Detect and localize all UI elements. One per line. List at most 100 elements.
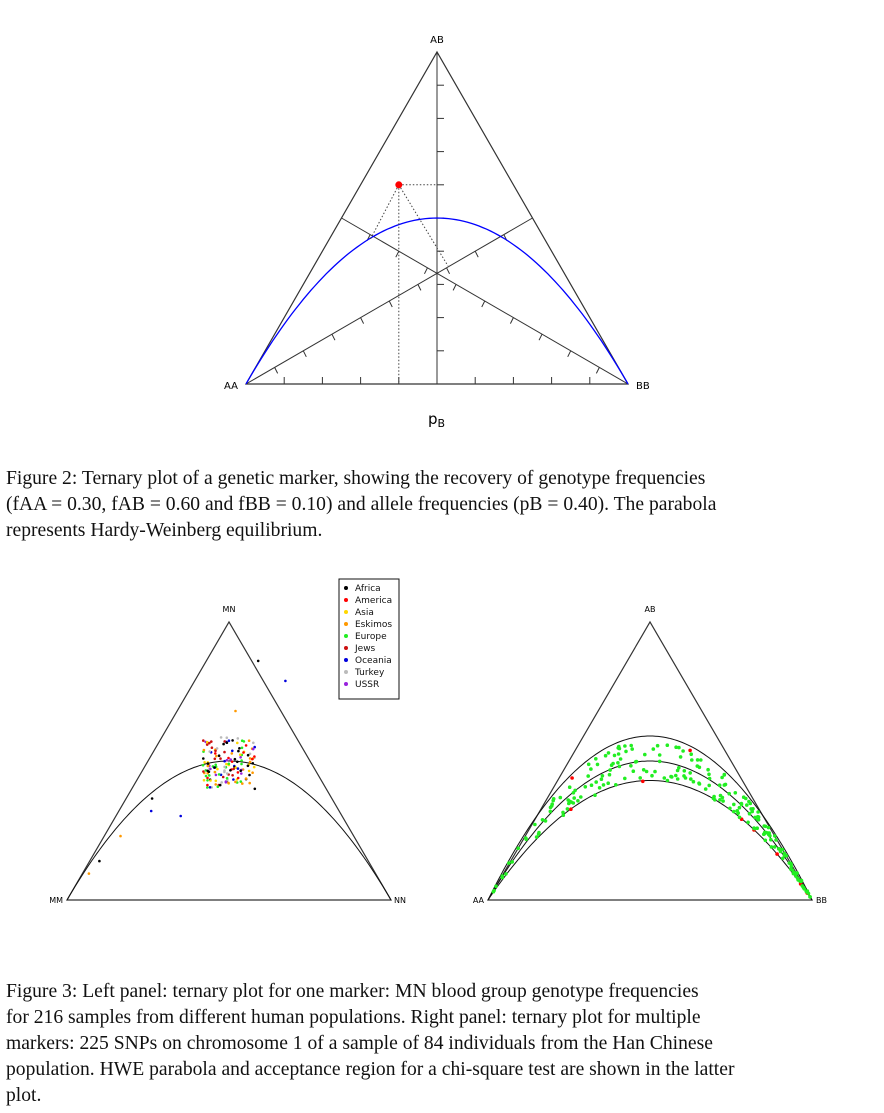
snp-point (728, 806, 732, 811)
snp-point (570, 776, 574, 780)
snp-point (697, 781, 701, 785)
population-point (213, 770, 217, 774)
population-point (241, 782, 244, 785)
snp-point (586, 762, 591, 767)
population-point (231, 774, 234, 777)
population-point (219, 757, 222, 760)
median-tick (360, 317, 365, 324)
population-point (223, 769, 226, 772)
population-point (208, 750, 211, 753)
snp-point (638, 776, 642, 780)
snp-point (747, 811, 752, 816)
population-point (251, 757, 254, 761)
legend-marker-africa (344, 586, 348, 590)
snp-point (699, 758, 703, 762)
snp-point (756, 818, 761, 822)
snp-point (630, 747, 634, 751)
population-point (202, 757, 205, 760)
snp-point (750, 809, 754, 814)
snp-point (677, 745, 681, 750)
population-point (209, 779, 212, 782)
snp-point (695, 758, 700, 762)
snp-point (677, 766, 681, 770)
snp-point (769, 845, 774, 849)
population-point (225, 741, 229, 744)
population-point (229, 758, 232, 761)
snp-point (781, 856, 785, 861)
population-point (239, 756, 242, 759)
legend-label-oceania: Oceania (355, 656, 392, 666)
snp-point (739, 802, 744, 807)
snp-point (756, 810, 760, 814)
snp-point (707, 772, 711, 777)
population-point (225, 762, 228, 766)
snp-point (641, 779, 645, 784)
legend-marker-turkey (344, 670, 348, 674)
median-tick (452, 284, 457, 291)
snp-point (617, 744, 621, 749)
snp-point (720, 775, 724, 780)
snp-point (761, 832, 766, 837)
population-point (213, 766, 216, 769)
population-point (252, 765, 256, 769)
snp-point (766, 825, 771, 830)
snp-point (752, 826, 756, 830)
snp-point (616, 752, 621, 756)
legend-box (338, 578, 400, 700)
snp-point (712, 794, 716, 799)
snp-point (782, 851, 787, 856)
snp-point (801, 885, 806, 890)
snp-point (689, 777, 693, 781)
snp-point (576, 799, 580, 803)
legend-marker-oceania (344, 658, 348, 662)
snp-point (755, 826, 759, 830)
vertex-label-right: BB (636, 381, 650, 392)
snp-point (500, 874, 505, 878)
population-point (251, 747, 255, 751)
population-point (253, 745, 256, 749)
snp-point (657, 753, 662, 757)
median-tick (388, 300, 393, 308)
legend-marker-asia (344, 610, 348, 614)
population-point (217, 754, 221, 757)
snp-point (753, 815, 757, 820)
figure-3-ternary-plots: MN MM NN Africa America Asia Eskimos Europe J… (49, 578, 827, 905)
snp-point (655, 743, 660, 748)
caption3-line-5: plot. (6, 1085, 42, 1106)
population-point (216, 767, 219, 771)
population-point (227, 739, 231, 742)
population-point (206, 776, 209, 780)
population-point (227, 781, 230, 785)
snp-point (778, 849, 783, 854)
right-vertex-right: BB (816, 896, 827, 905)
left-ternary-triangle (65, 620, 393, 901)
snp-point (697, 765, 702, 770)
snp-point (641, 768, 646, 772)
population-point (251, 771, 254, 774)
snp-point (720, 795, 725, 800)
population-point (209, 767, 212, 771)
caption3-line-4: population. HWE parabola and acceptance … (6, 1059, 735, 1080)
snp-point (703, 787, 708, 791)
right-ternary-triangle (486, 620, 814, 901)
vertex-label-top: AB (430, 35, 444, 46)
hwe-parabola (245, 217, 629, 385)
median-tick (595, 367, 600, 374)
population-point (236, 760, 239, 764)
population-point (229, 769, 232, 772)
population-point (252, 741, 255, 745)
snp-point (573, 788, 577, 793)
snp-point (540, 818, 545, 822)
population-point (248, 757, 252, 760)
genotype-point (395, 181, 403, 189)
population-point (240, 762, 243, 766)
snp-point (617, 764, 622, 769)
snp-point (674, 745, 678, 749)
population-point (208, 786, 212, 789)
snp-point (736, 811, 740, 816)
population-point (240, 772, 243, 775)
snp-point (769, 837, 773, 842)
legend-label-europe: Europe (355, 632, 387, 642)
population-point (232, 778, 235, 781)
legend-label-asia: Asia (355, 608, 374, 618)
